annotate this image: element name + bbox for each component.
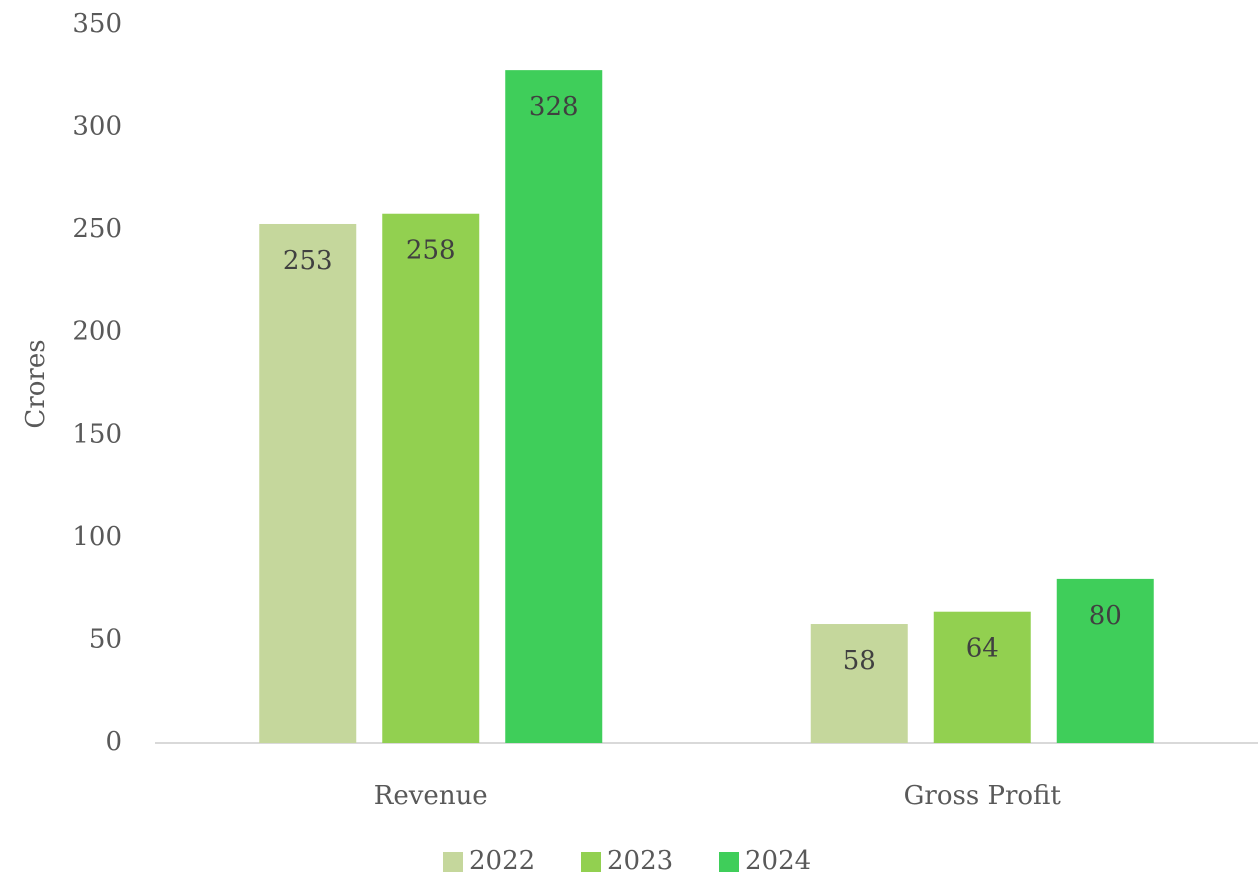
data-label: 64	[966, 634, 999, 664]
legend-label: 2023	[607, 846, 673, 876]
legend-label: 2022	[469, 846, 535, 876]
y-tick-label: 200	[72, 317, 122, 347]
legend-swatch	[581, 852, 601, 872]
y-tick-label: 0	[105, 727, 122, 757]
y-tick-label: 100	[72, 522, 122, 552]
data-label: 80	[1089, 601, 1122, 631]
y-tick-label: 300	[72, 112, 122, 142]
data-label: 258	[406, 236, 456, 266]
data-label: 328	[529, 92, 579, 122]
legend-swatch	[443, 852, 463, 872]
legend-label: 2024	[745, 846, 811, 876]
bar	[259, 223, 357, 743]
y-tick-label: 250	[72, 214, 122, 244]
bar	[810, 624, 908, 743]
x-tick-label: Gross Profit	[904, 781, 1062, 811]
y-tick-label: 150	[72, 419, 122, 449]
bar	[1056, 578, 1154, 743]
bar	[505, 70, 603, 744]
legend-swatch	[719, 852, 739, 872]
x-tick-label: Revenue	[374, 781, 488, 811]
y-axis-label: Crores	[21, 339, 51, 428]
data-label: 58	[843, 646, 876, 676]
y-tick-label: 50	[89, 624, 122, 654]
data-label: 253	[283, 246, 333, 276]
bar	[933, 611, 1031, 743]
y-tick-label: 350	[72, 9, 122, 39]
bar	[382, 213, 480, 743]
